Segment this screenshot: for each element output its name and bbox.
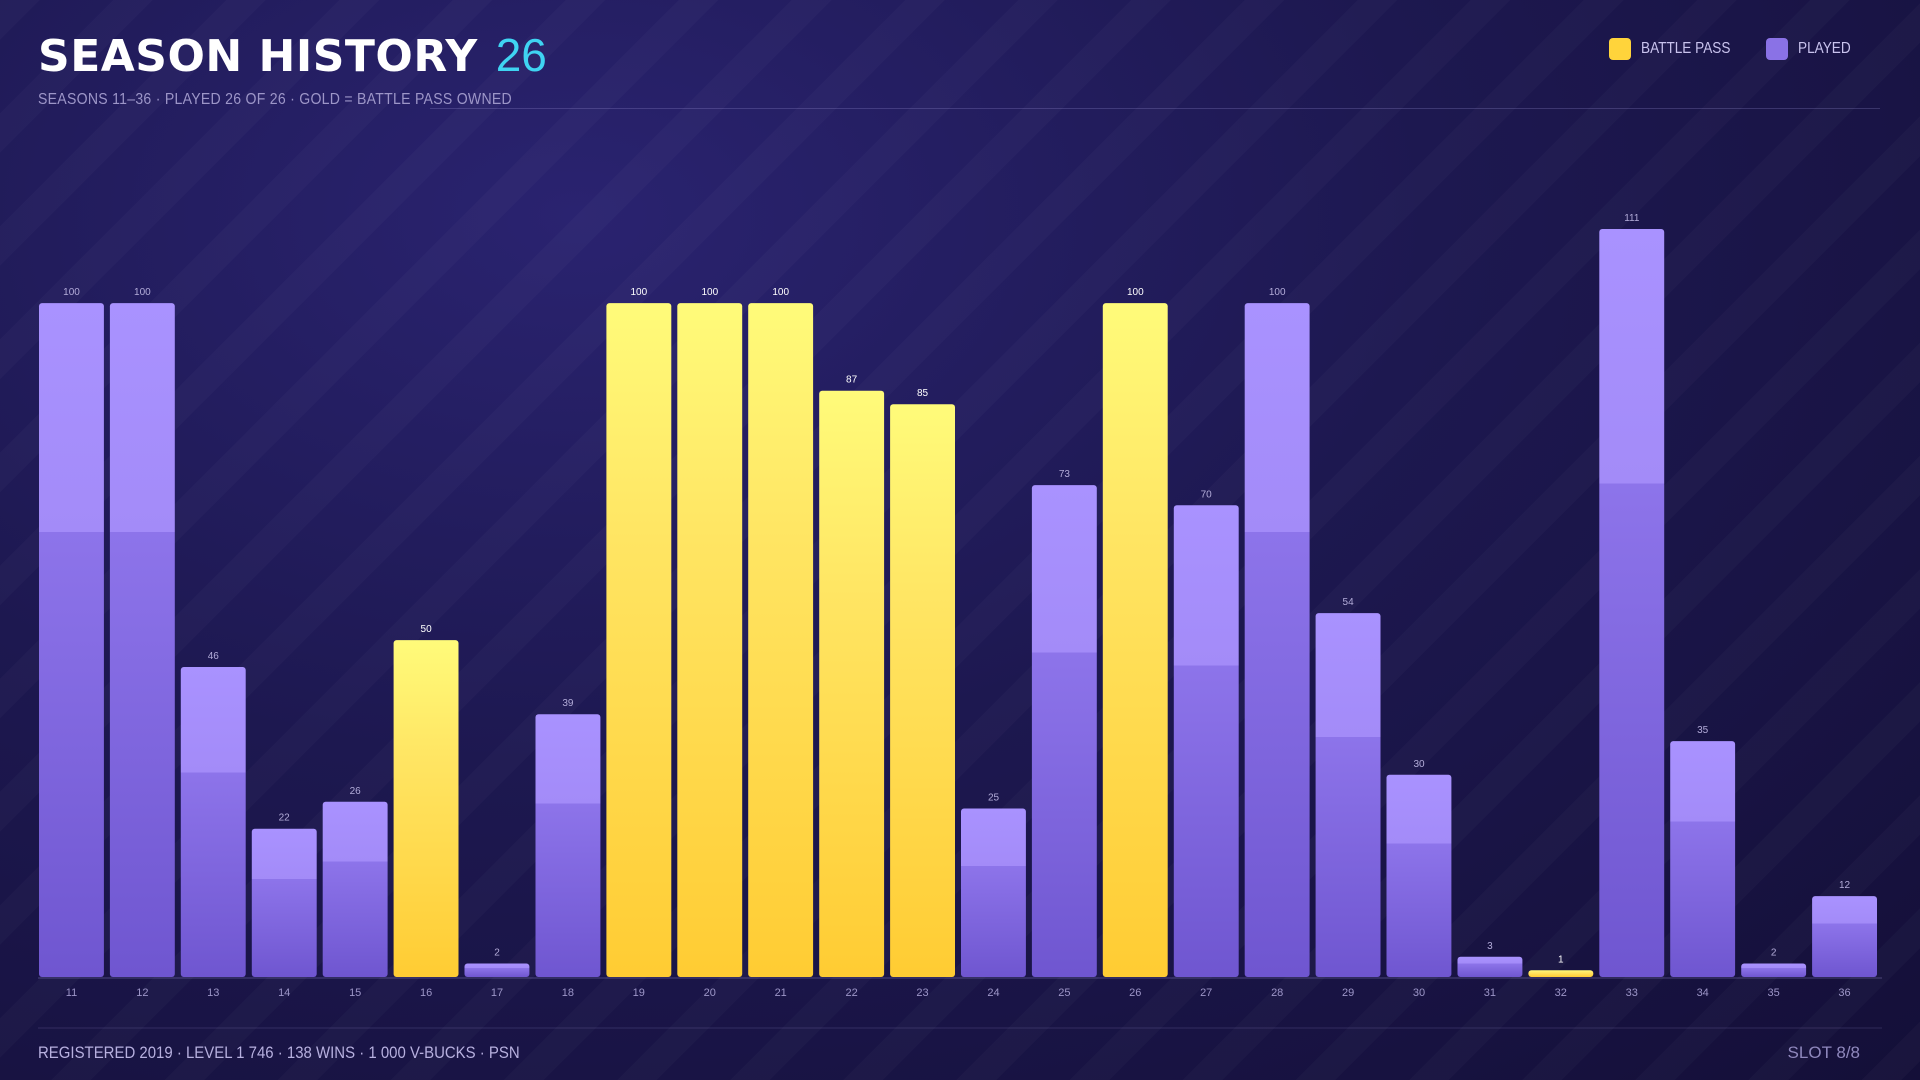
bar-season-31 xyxy=(1457,956,1523,977)
x-tick-label-29: 29 xyxy=(1342,987,1354,999)
legend-label-played: PLAYED xyxy=(1798,40,1851,57)
x-tick-label-17: 17 xyxy=(491,987,503,999)
x-tick-label-34: 34 xyxy=(1697,987,1709,999)
bars-group: 1001110012461322142615501621739181001910… xyxy=(39,213,1877,999)
season-count: 26 xyxy=(495,29,547,81)
data-label-season-16: 50 xyxy=(421,624,433,635)
data-label-season-34: 35 xyxy=(1697,725,1709,736)
bar-season-26 xyxy=(1102,303,1168,978)
data-label-season-12: 100 xyxy=(134,287,151,298)
bar-season-16 xyxy=(393,640,459,977)
x-tick-label-16: 16 xyxy=(420,987,432,999)
data-label-season-32: 1 xyxy=(1558,954,1564,965)
x-tick-label-31: 31 xyxy=(1484,987,1496,999)
data-label-season-13: 46 xyxy=(208,651,220,662)
data-label-season-22: 87 xyxy=(846,375,858,386)
data-label-season-28: 100 xyxy=(1269,287,1286,298)
chart-legend: BATTLE PASS PLAYED xyxy=(1608,38,1860,60)
data-label-season-23: 85 xyxy=(917,388,929,399)
bar-season-34 xyxy=(1670,741,1736,977)
bar-season-13 xyxy=(180,667,246,977)
x-tick-label-20: 20 xyxy=(704,987,716,999)
data-label-season-20: 100 xyxy=(701,287,718,298)
bar-season-20 xyxy=(677,303,743,978)
bar-season-30 xyxy=(1386,774,1452,977)
data-label-season-14: 22 xyxy=(279,813,291,824)
data-label-season-24: 25 xyxy=(988,793,1000,804)
data-label-season-19: 100 xyxy=(630,287,647,298)
bar-season-29 xyxy=(1315,613,1381,977)
x-tick-label-18: 18 xyxy=(562,987,574,999)
bar-season-12 xyxy=(109,303,175,978)
x-tick-label-11: 11 xyxy=(66,987,77,999)
x-tick-label-14: 14 xyxy=(278,987,290,999)
legend-label-battle-pass: BATTLE PASS xyxy=(1640,40,1731,57)
x-tick-label-24: 24 xyxy=(987,987,999,999)
played-swatch xyxy=(1766,38,1789,60)
data-label-season-35: 2 xyxy=(1771,948,1777,959)
page-title: SEASON HISTORY xyxy=(38,31,478,82)
bar-season-36 xyxy=(1812,896,1877,977)
data-label-season-31: 3 xyxy=(1487,941,1493,952)
bar-season-15 xyxy=(322,801,388,977)
legend-item-played: PLAYED xyxy=(1766,38,1860,60)
bar-season-28 xyxy=(1244,303,1310,978)
bar-season-27 xyxy=(1173,505,1239,977)
legend-item-battle-pass: BATTLE PASS xyxy=(1608,38,1746,60)
data-label-season-11: 100 xyxy=(63,287,80,298)
bar-season-24 xyxy=(961,808,1026,977)
data-label-season-27: 70 xyxy=(1201,489,1213,500)
x-tick-label-28: 28 xyxy=(1271,987,1283,999)
bar-season-11 xyxy=(39,303,104,978)
data-label-season-21: 100 xyxy=(772,287,789,298)
x-tick-label-33: 33 xyxy=(1626,987,1638,999)
bar-season-22 xyxy=(819,390,885,977)
data-label-season-25: 73 xyxy=(1059,469,1071,480)
bar-season-14 xyxy=(251,828,317,977)
battle-pass-swatch xyxy=(1608,38,1631,60)
bar-season-19 xyxy=(606,303,672,978)
x-tick-label-35: 35 xyxy=(1767,987,1779,999)
data-label-season-26: 100 xyxy=(1127,287,1144,298)
x-tick-label-13: 13 xyxy=(207,987,219,999)
x-tick-label-32: 32 xyxy=(1555,987,1567,999)
bar-season-35 xyxy=(1741,963,1807,977)
bar-season-23 xyxy=(890,404,955,977)
page-subtitle: SEASONS 11–36 · PLAYED 26 OF 26 · GOLD =… xyxy=(38,91,512,108)
x-tick-label-26: 26 xyxy=(1129,987,1141,999)
footer-profile-stats: REGISTERED 2019 · LEVEL 1 746 · 138 WINS… xyxy=(38,1043,520,1062)
x-tick-label-22: 22 xyxy=(845,987,857,999)
x-tick-label-25: 25 xyxy=(1058,987,1070,999)
data-label-season-30: 30 xyxy=(1413,759,1425,770)
bar-season-25 xyxy=(1031,485,1097,977)
bar-season-33 xyxy=(1599,229,1665,977)
x-tick-label-12: 12 xyxy=(136,987,148,999)
x-tick-label-27: 27 xyxy=(1200,987,1212,999)
x-tick-label-21: 21 xyxy=(775,987,787,999)
data-label-season-17: 2 xyxy=(494,948,500,959)
header-divider xyxy=(430,108,1880,109)
data-label-season-15: 26 xyxy=(350,786,362,797)
x-tick-label-30: 30 xyxy=(1413,987,1425,999)
bar-season-18 xyxy=(535,714,601,977)
data-label-season-29: 54 xyxy=(1343,597,1355,608)
data-label-season-36: 12 xyxy=(1839,880,1851,891)
x-tick-label-36: 36 xyxy=(1838,987,1850,999)
x-tick-label-23: 23 xyxy=(916,987,928,999)
x-tick-label-15: 15 xyxy=(349,987,361,999)
x-tick-label-19: 19 xyxy=(633,987,645,999)
data-label-season-33: 111 xyxy=(1624,213,1640,224)
header: SEASON HISTORY 26 xyxy=(38,28,547,82)
data-label-season-18: 39 xyxy=(562,698,574,709)
bar-season-32 xyxy=(1528,970,1594,977)
bar-season-21 xyxy=(748,303,814,978)
footer-slot: SLOT 8/8 xyxy=(1787,1043,1860,1062)
bar-season-17 xyxy=(464,963,530,977)
